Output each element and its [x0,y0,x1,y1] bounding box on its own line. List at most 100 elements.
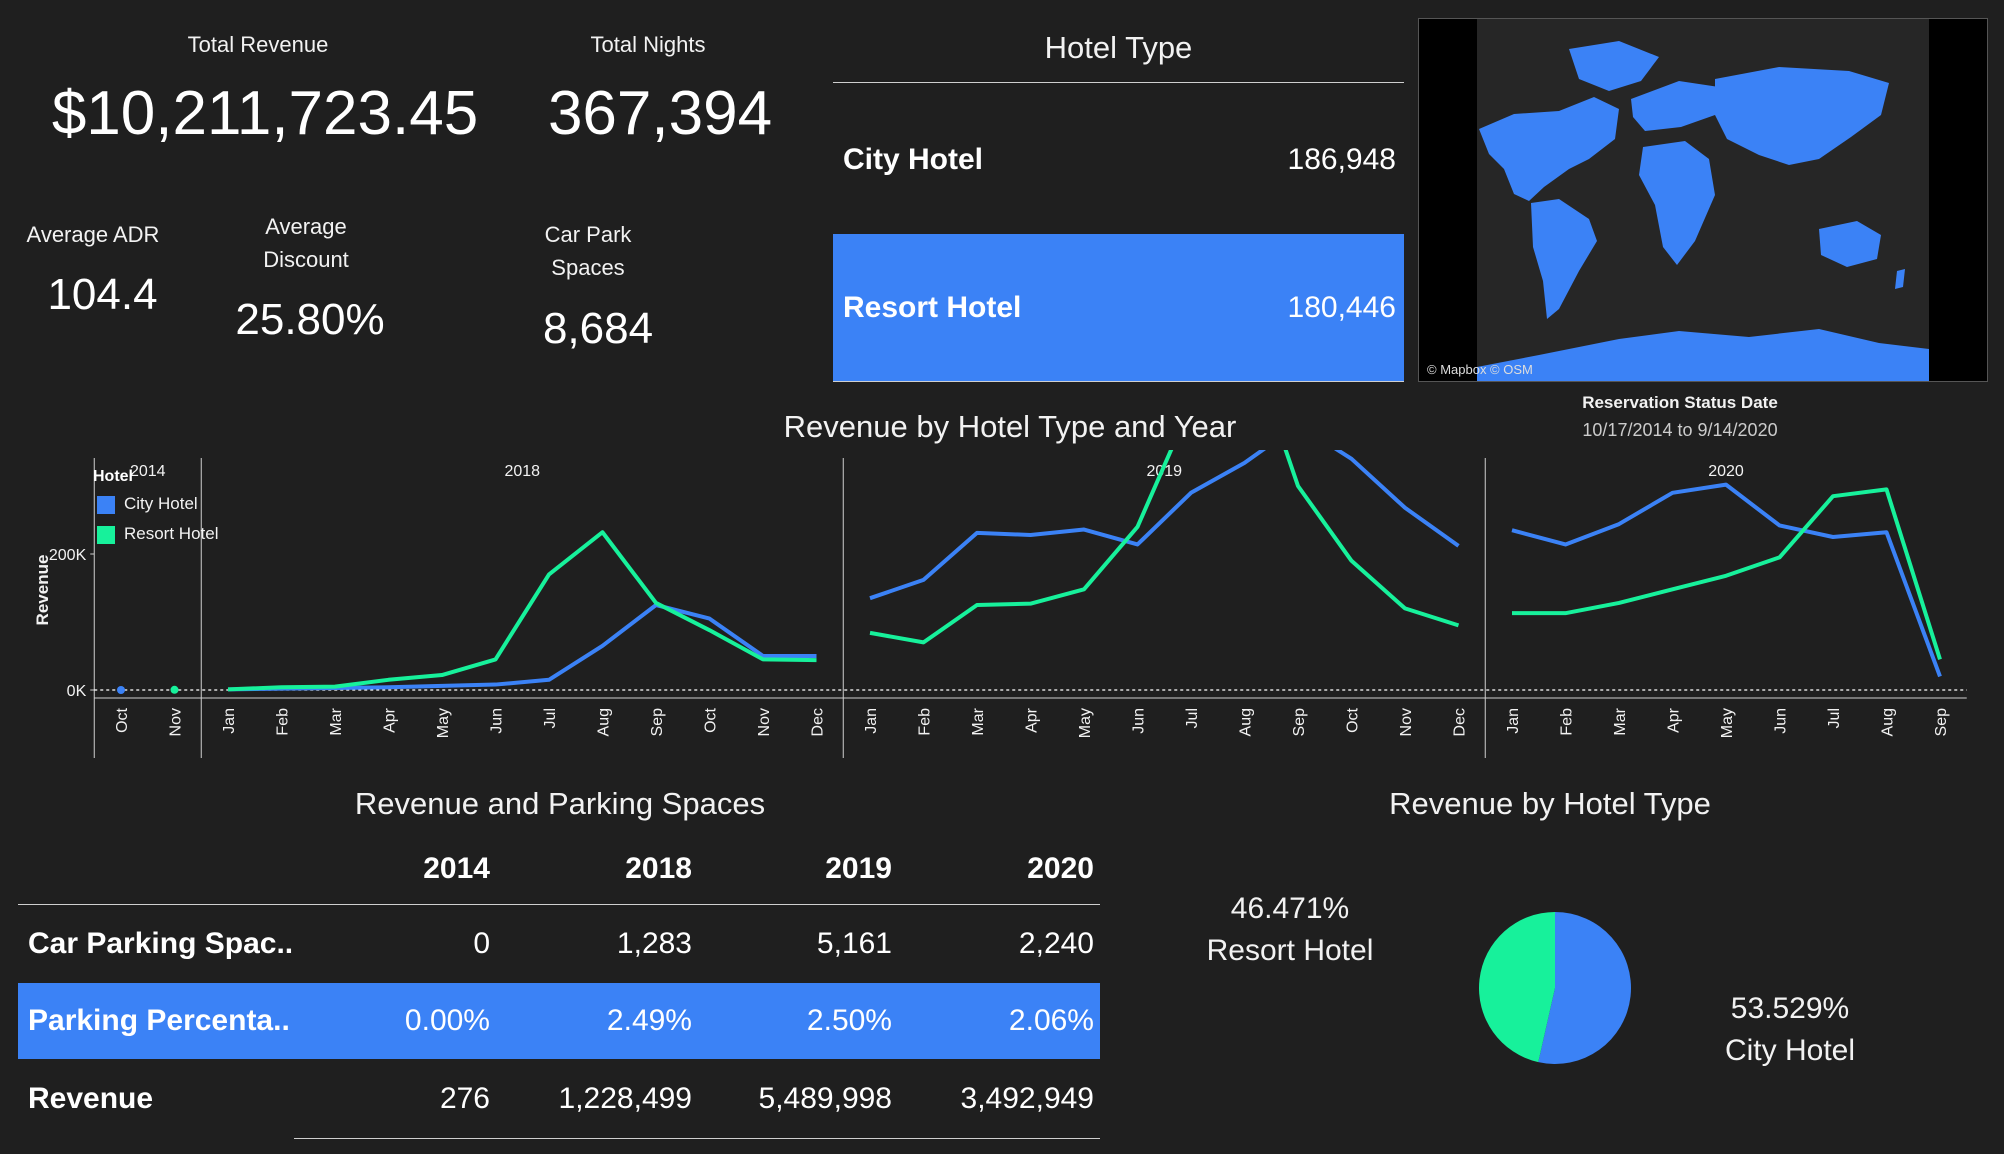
parking-table-col-2014: 2014 [423,852,490,885]
pie-label-resort-name: Resort Hotel [1206,934,1374,967]
table-cell: 5,161 [816,927,892,960]
table-cell: 2.49% [606,1004,692,1037]
series-line-resort-hotel [227,530,817,692]
x-tick-label: Jan [863,708,880,734]
hotel-type-row-city[interactable]: City Hotel 186,948 [833,86,1404,234]
table-cell: 0.00% [404,1004,490,1037]
x-tick-label: Jul [1184,708,1201,728]
hotel-type-header-rule [833,82,1404,83]
table-cell: 0 [473,927,490,960]
x-tick-label: Nov [1398,708,1415,736]
hotel-type-value: 186,948 [1287,143,1396,176]
table-cell: 276 [439,1082,490,1115]
row-label: Revenue [28,1082,154,1115]
average-adr-label: Average ADR [26,222,160,247]
reservation-status-date-range[interactable]: 10/17/2014 to 9/14/2020 [1582,420,1778,440]
panel-year-label: 2018 [504,463,540,480]
x-tick-label: Dec [1452,708,1469,736]
x-tick-label: Aug [1880,708,1897,736]
legend-swatch-resort [97,526,115,544]
x-tick-label: Dec [810,708,827,736]
pie-label-city-pct: 53.529% [1730,992,1850,1025]
legend-title: Hotel [93,468,133,485]
table-cell: 1,283 [616,927,692,960]
x-tick-label: Oct [703,707,720,732]
average-discount-label: Average Discount [206,210,406,276]
x-tick-label: Nov [168,708,185,736]
revenue-pie-chart[interactable] [1475,908,1635,1068]
hotel-type-name: Resort Hotel [843,291,1022,324]
parking-table-row-car-parking[interactable]: Car Parking Spac.. 0 1,283 5,161 2,240 [18,906,1100,982]
row-label: Parking Percenta.. [28,1004,290,1037]
x-tick-label: Jun [1131,708,1148,734]
x-tick-label: Oct [114,707,131,732]
legend-label-city: City Hotel [124,494,198,513]
pie-label-resort: 46.471% Resort Hotel [1160,888,1420,972]
car-park-label-line2: Spaces [551,255,625,280]
x-tick-label: Feb [917,708,934,736]
x-tick-label: Mar [1612,707,1629,735]
x-tick-label: May [1719,708,1736,738]
x-tick-label: Jun [1773,708,1790,734]
hotel-type-row-resort[interactable]: Resort Hotel 180,446 [833,234,1404,382]
x-tick-label: Aug [596,708,613,736]
parking-table-col-2019: 2019 [825,852,892,885]
world-map-graphic [1419,19,1987,381]
x-tick-label: Jul [542,708,559,728]
total-revenue-value: $10,211,723.45 [51,79,479,148]
series-point-resort-hotel [170,685,179,694]
x-tick-label: Feb [1559,708,1576,736]
table-cell: 5,489,998 [758,1082,892,1115]
x-tick-label: Jul [1826,708,1843,728]
reservation-status-date-title: Reservation Status Date [1582,393,1778,412]
hotel-type-title: Hotel Type [1044,30,1193,65]
x-tick-label: Nov [756,708,773,736]
panel-year-label: 2014 [130,463,166,480]
legend-swatch-city [97,496,115,514]
hotel-type-value: 180,446 [1287,291,1396,324]
parking-table-bottom-rule [294,1138,1100,1139]
pie-chart-title: Revenue by Hotel Type [1389,786,1711,821]
legend-label-resort: Resort Hotel [124,524,219,543]
line-chart-title: Revenue by Hotel Type and Year [783,409,1237,444]
pie-label-city-name: City Hotel [1724,1034,1856,1067]
average-discount-label-line1: Average [265,214,347,239]
map-credit[interactable]: © Mapbox © OSM [1427,362,1533,377]
panel-year-label: 2020 [1708,463,1744,480]
parking-table-title: Revenue and Parking Spaces [354,786,766,821]
hotel-type-name: City Hotel [843,143,984,176]
series-point-city-hotel [117,686,125,694]
parking-table-col-2020: 2020 [1027,852,1094,885]
x-tick-label: Aug [1238,708,1255,736]
total-nights-label: Total Nights [590,32,706,57]
x-tick-label: Jan [1505,708,1522,734]
row-label: Car Parking Spac.. [28,927,294,960]
x-tick-label: Apr [382,707,399,733]
x-tick-label: Jun [489,708,506,734]
x-tick-label: May [435,708,452,738]
average-discount-value: 25.80% [235,295,385,344]
table-cell: 2.50% [806,1004,892,1037]
pie-slice-resort-hotel[interactable] [1479,912,1555,1063]
world-map[interactable]: © Mapbox © OSM [1418,18,1988,382]
table-cell: 2.06% [1008,1004,1094,1037]
parking-table-row-revenue[interactable]: Revenue 276 1,228,499 5,489,998 3,492,94… [18,1061,1100,1137]
total-revenue-label: Total Revenue [187,32,329,57]
pie-slice-city-hotel[interactable] [1538,912,1631,1064]
hotel-type-bottom-rule [833,381,1404,382]
total-nights-value: 367,394 [547,79,773,148]
parking-table-header-rule-right [294,904,1100,905]
x-tick-label: Sep [1933,708,1950,737]
x-tick-label: Apr [1024,707,1041,733]
car-park-value: 8,684 [542,304,654,353]
series-line-resort-hotel [1512,487,1942,661]
average-adr-value: 104.4 [47,270,158,319]
average-discount-label-line2: Discount [263,247,349,272]
line-chart-y-axis-label: Revenue [33,554,52,626]
parking-table-col-2018: 2018 [625,852,692,885]
y-tick-label: 200K [49,547,87,564]
series-line-city-hotel [869,450,1460,601]
x-tick-label: Sep [1291,708,1308,737]
parking-table-row-parking-percentage[interactable]: Parking Percenta.. 0.00% 2.49% 2.50% 2.0… [18,983,1100,1059]
x-tick-label: Mar [970,707,987,735]
